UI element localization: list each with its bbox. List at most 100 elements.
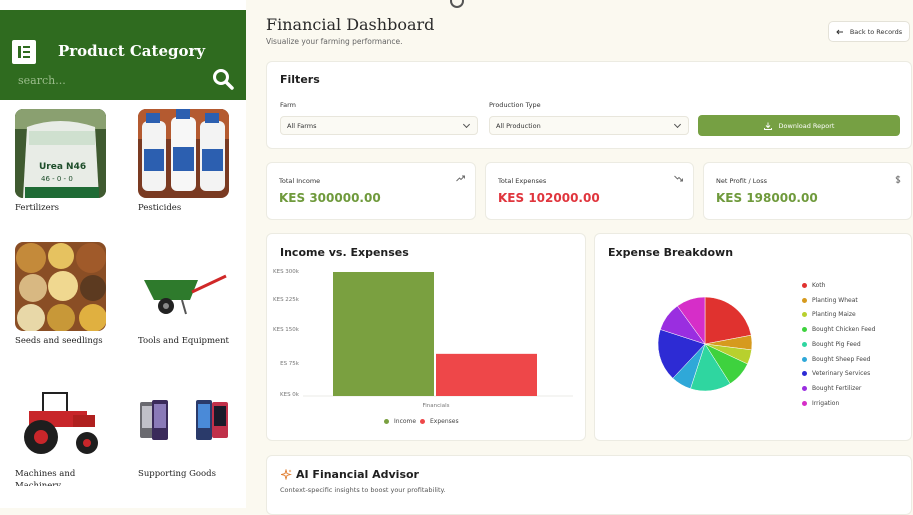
search-icon[interactable] <box>212 68 234 90</box>
pie-slice[interactable] <box>657 329 706 379</box>
pie-legend-item: Koth <box>802 282 825 289</box>
y-tick-label: KES 225k <box>272 297 299 303</box>
legend-dot <box>802 385 807 391</box>
product-label: Seeds and seedlings <box>15 336 103 346</box>
income-chart-title: Income vs. Expenses <box>280 246 409 259</box>
production-type-label: Production Type <box>489 101 541 109</box>
pie-slice[interactable] <box>677 296 706 345</box>
pie-legend-item: Irrigation <box>802 400 839 407</box>
x-tick-label: Financials <box>422 403 450 409</box>
legend-label: Veterinary Services <box>812 370 871 378</box>
legend-label: Income <box>394 418 417 425</box>
y-tick-label: KES 0k <box>279 392 299 398</box>
legend-dot <box>802 283 807 288</box>
income-vs-expenses-card: Income vs. Expenses KES 300k KES 225k KE… <box>266 233 586 441</box>
legend-dot <box>802 400 807 406</box>
sparkle-icon <box>281 469 292 480</box>
pie-legend-item: Planting Wheat <box>802 297 858 304</box>
farm-label: Farm <box>280 101 297 109</box>
production-select-value: All Production <box>496 121 541 130</box>
stat-value: KES 198000.00 <box>716 191 818 205</box>
pie-legend-item: Veterinary Services <box>802 370 870 377</box>
farm-select-value: All Farms <box>287 121 317 130</box>
pie-slice[interactable] <box>704 296 752 345</box>
stat-label: Net Profit / Loss <box>716 177 768 185</box>
chevron-down-icon <box>673 120 682 129</box>
expense-breakdown-card: Expense Breakdown Koth Planting Wheat Plan… <box>594 233 912 441</box>
legend-label: Irrigation <box>812 399 840 407</box>
product-label: Supporting Goods <box>138 469 216 479</box>
stat-label: Total Expenses <box>498 177 547 185</box>
product-category-panel: Product Category search... Urea N46 46 -… <box>0 0 246 508</box>
pie-legend-item: Bought Fertilizer <box>802 385 861 392</box>
pie-legend-item: Bought Chicken Feed <box>802 326 875 333</box>
stat-value: KES 300000.00 <box>279 191 381 205</box>
legend-label: Koth <box>812 282 826 289</box>
download-icon <box>763 122 772 130</box>
trend-up-icon <box>456 175 465 182</box>
tractor-image <box>15 385 106 457</box>
loading-indicator-icon <box>450 0 464 8</box>
legend-label: Bought Sheep Feed <box>812 355 871 363</box>
chevron-down-icon <box>462 120 471 129</box>
category-header: Product Category search... <box>0 10 246 100</box>
download-report-button[interactable]: Download Report <box>698 115 900 136</box>
income-expenses-bar-chart <box>303 272 573 397</box>
back-label: Back to Records <box>849 27 903 36</box>
legend-dot <box>384 419 389 424</box>
dollar-icon <box>895 175 901 184</box>
legend-label: Expenses <box>430 418 459 425</box>
legend-dot <box>802 327 807 333</box>
bar-expenses[interactable] <box>436 353 537 396</box>
page-title: Financial Dashboard <box>266 15 435 34</box>
stat-card-net-profit: Net Profit / Loss KES 198000.00 <box>703 162 912 220</box>
legend-dot <box>802 371 807 377</box>
elementor-logo-icon[interactable] <box>12 40 36 64</box>
pesticide-bottles-image <box>138 109 229 198</box>
legend-dot <box>802 312 807 318</box>
trend-down-icon <box>674 175 683 182</box>
stat-card-total-income: Total Income KES 300000.00 <box>266 162 476 220</box>
ai-advisor-card: AI Financial Advisor Context-specific in… <box>266 455 912 515</box>
back-to-records-button[interactable]: Back to Records <box>828 21 910 42</box>
advisor-subtitle: Context-specific insights to boost your … <box>280 486 446 494</box>
seeds-image <box>15 242 106 331</box>
legend-label: Bought Fertilizer <box>812 384 862 392</box>
fertilizer-bag-formula: 46 - 0 - 0 <box>41 175 73 183</box>
legend-item-expenses: Expenses <box>420 418 459 425</box>
filters-title: Filters <box>280 73 320 86</box>
y-tick-label: KES 300k <box>272 269 299 275</box>
product-label: Machines and Machinery <box>15 469 76 486</box>
product-label: Fertilizers <box>15 203 60 213</box>
production-type-select[interactable]: All Production <box>489 116 689 135</box>
category-search-input[interactable]: search... <box>18 74 66 87</box>
stat-value: KES 102000.00 <box>498 191 600 205</box>
pie-legend-item: Bought Sheep Feed <box>802 356 871 363</box>
y-tick-label: ES 75k <box>280 361 299 367</box>
bar-income[interactable] <box>333 272 434 396</box>
product-label: Tools and Equipment <box>138 336 229 346</box>
legend-label: Bought Chicken Feed <box>812 326 876 334</box>
download-label: Download Report <box>778 121 835 130</box>
stat-card-total-expenses: Total Expenses KES 102000.00 <box>485 162 694 220</box>
legend-dot <box>802 297 807 303</box>
pie-legend-item: Bought Pig Feed <box>802 341 861 348</box>
wheelbarrow-image <box>138 262 229 322</box>
farm-select[interactable]: All Farms <box>280 116 478 135</box>
legend-item-income: Income <box>384 418 416 425</box>
advisor-title: AI Financial Advisor <box>296 468 419 481</box>
phones-image <box>138 398 229 442</box>
legend-label: Bought Pig Feed <box>812 340 861 348</box>
category-title: Product Category <box>58 42 206 60</box>
page-subtitle: Visualize your farming performance. <box>266 37 403 46</box>
legend-label: Planting Wheat <box>812 296 858 304</box>
fertilizer-bag-image: Urea N46 46 - 0 - 0 <box>15 109 106 198</box>
expense-pie-chart <box>657 296 753 392</box>
fertilizer-bag-label: Urea N46 <box>39 162 86 172</box>
stat-label: Total Income <box>279 177 321 185</box>
pie-legend-item: Planting Maize <box>802 311 856 318</box>
y-tick-label: KES 150k <box>272 327 299 333</box>
legend-dot <box>802 356 807 362</box>
expense-chart-title: Expense Breakdown <box>608 246 734 259</box>
arrow-left-icon <box>836 29 843 34</box>
